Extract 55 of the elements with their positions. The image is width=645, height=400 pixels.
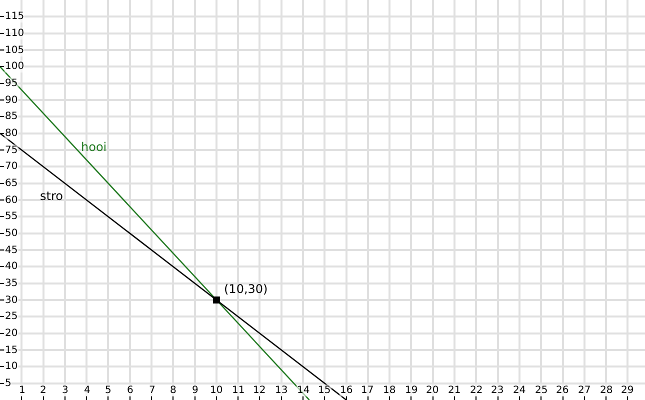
x-tick-label: 21 xyxy=(448,385,461,396)
x-tick-label: 13 xyxy=(275,385,288,396)
y-tick-label: 95 xyxy=(5,78,18,89)
y-tick-label: 45 xyxy=(5,245,18,256)
x-tick-label: 6 xyxy=(127,385,134,396)
series-label: hooi xyxy=(81,140,107,154)
x-tick-label: 19 xyxy=(405,385,418,396)
x-tick-label: 9 xyxy=(192,385,198,396)
y-tick-label: 65 xyxy=(5,178,18,189)
x-tick-label: 22 xyxy=(470,385,483,396)
y-tick-label: 40 xyxy=(5,261,18,272)
x-tick-label: 17 xyxy=(361,385,374,396)
y-tick-label: 35 xyxy=(5,278,18,289)
x-tick-label: 27 xyxy=(578,385,591,396)
y-tick-label: 70 xyxy=(5,161,18,172)
y-tick-label: 75 xyxy=(5,145,18,156)
x-tick-label: 10 xyxy=(210,385,223,396)
annotation: (10,30) xyxy=(224,282,268,296)
y-tick-label: 105 xyxy=(5,45,24,56)
x-tick-label: 14 xyxy=(297,385,310,396)
y-tick-label: 85 xyxy=(5,111,18,122)
x-tick-label: 26 xyxy=(556,385,569,396)
y-tick-label: 15 xyxy=(5,345,18,356)
y-tick-label: 110 xyxy=(5,28,24,39)
y-tick-label: 100 xyxy=(5,61,24,72)
series-label: stro xyxy=(40,189,63,203)
x-tick-label: 18 xyxy=(383,385,396,396)
y-tick-label: 5 xyxy=(5,378,12,389)
y-tick-label: 50 xyxy=(5,228,18,239)
y-tick-label: 10 xyxy=(5,361,18,372)
x-tick-label: 29 xyxy=(621,385,634,396)
x-tick-label: 11 xyxy=(232,385,245,396)
y-tick-label: 90 xyxy=(5,95,18,106)
x-tick-label: 5 xyxy=(105,385,112,396)
y-tick-label: 60 xyxy=(5,195,18,206)
y-tick-label: 30 xyxy=(5,295,18,306)
y-tick-label: 80 xyxy=(5,128,18,139)
x-tick-label: 8 xyxy=(170,385,176,396)
x-tick-label: 15 xyxy=(318,385,331,396)
x-tick-label: 20 xyxy=(426,385,439,396)
x-tick-label: 28 xyxy=(600,385,613,396)
y-tick-label: 115 xyxy=(5,11,24,22)
x-tick-label: 3 xyxy=(62,385,68,396)
y-tick-label: 55 xyxy=(5,211,18,222)
x-tick-label: 7 xyxy=(149,385,156,396)
x-tick-label: 16 xyxy=(340,385,353,396)
y-tick-label: 20 xyxy=(5,328,18,339)
x-tick-label: 1 xyxy=(19,385,26,396)
x-tick-label: 12 xyxy=(253,385,266,396)
x-tick-label: 4 xyxy=(84,385,90,396)
x-tick-label: 2 xyxy=(40,385,46,396)
x-tick-label: 25 xyxy=(535,385,548,396)
x-tick-label: 23 xyxy=(491,385,504,396)
y-tick-label: 25 xyxy=(5,311,18,322)
x-tick-label: 24 xyxy=(513,385,526,396)
